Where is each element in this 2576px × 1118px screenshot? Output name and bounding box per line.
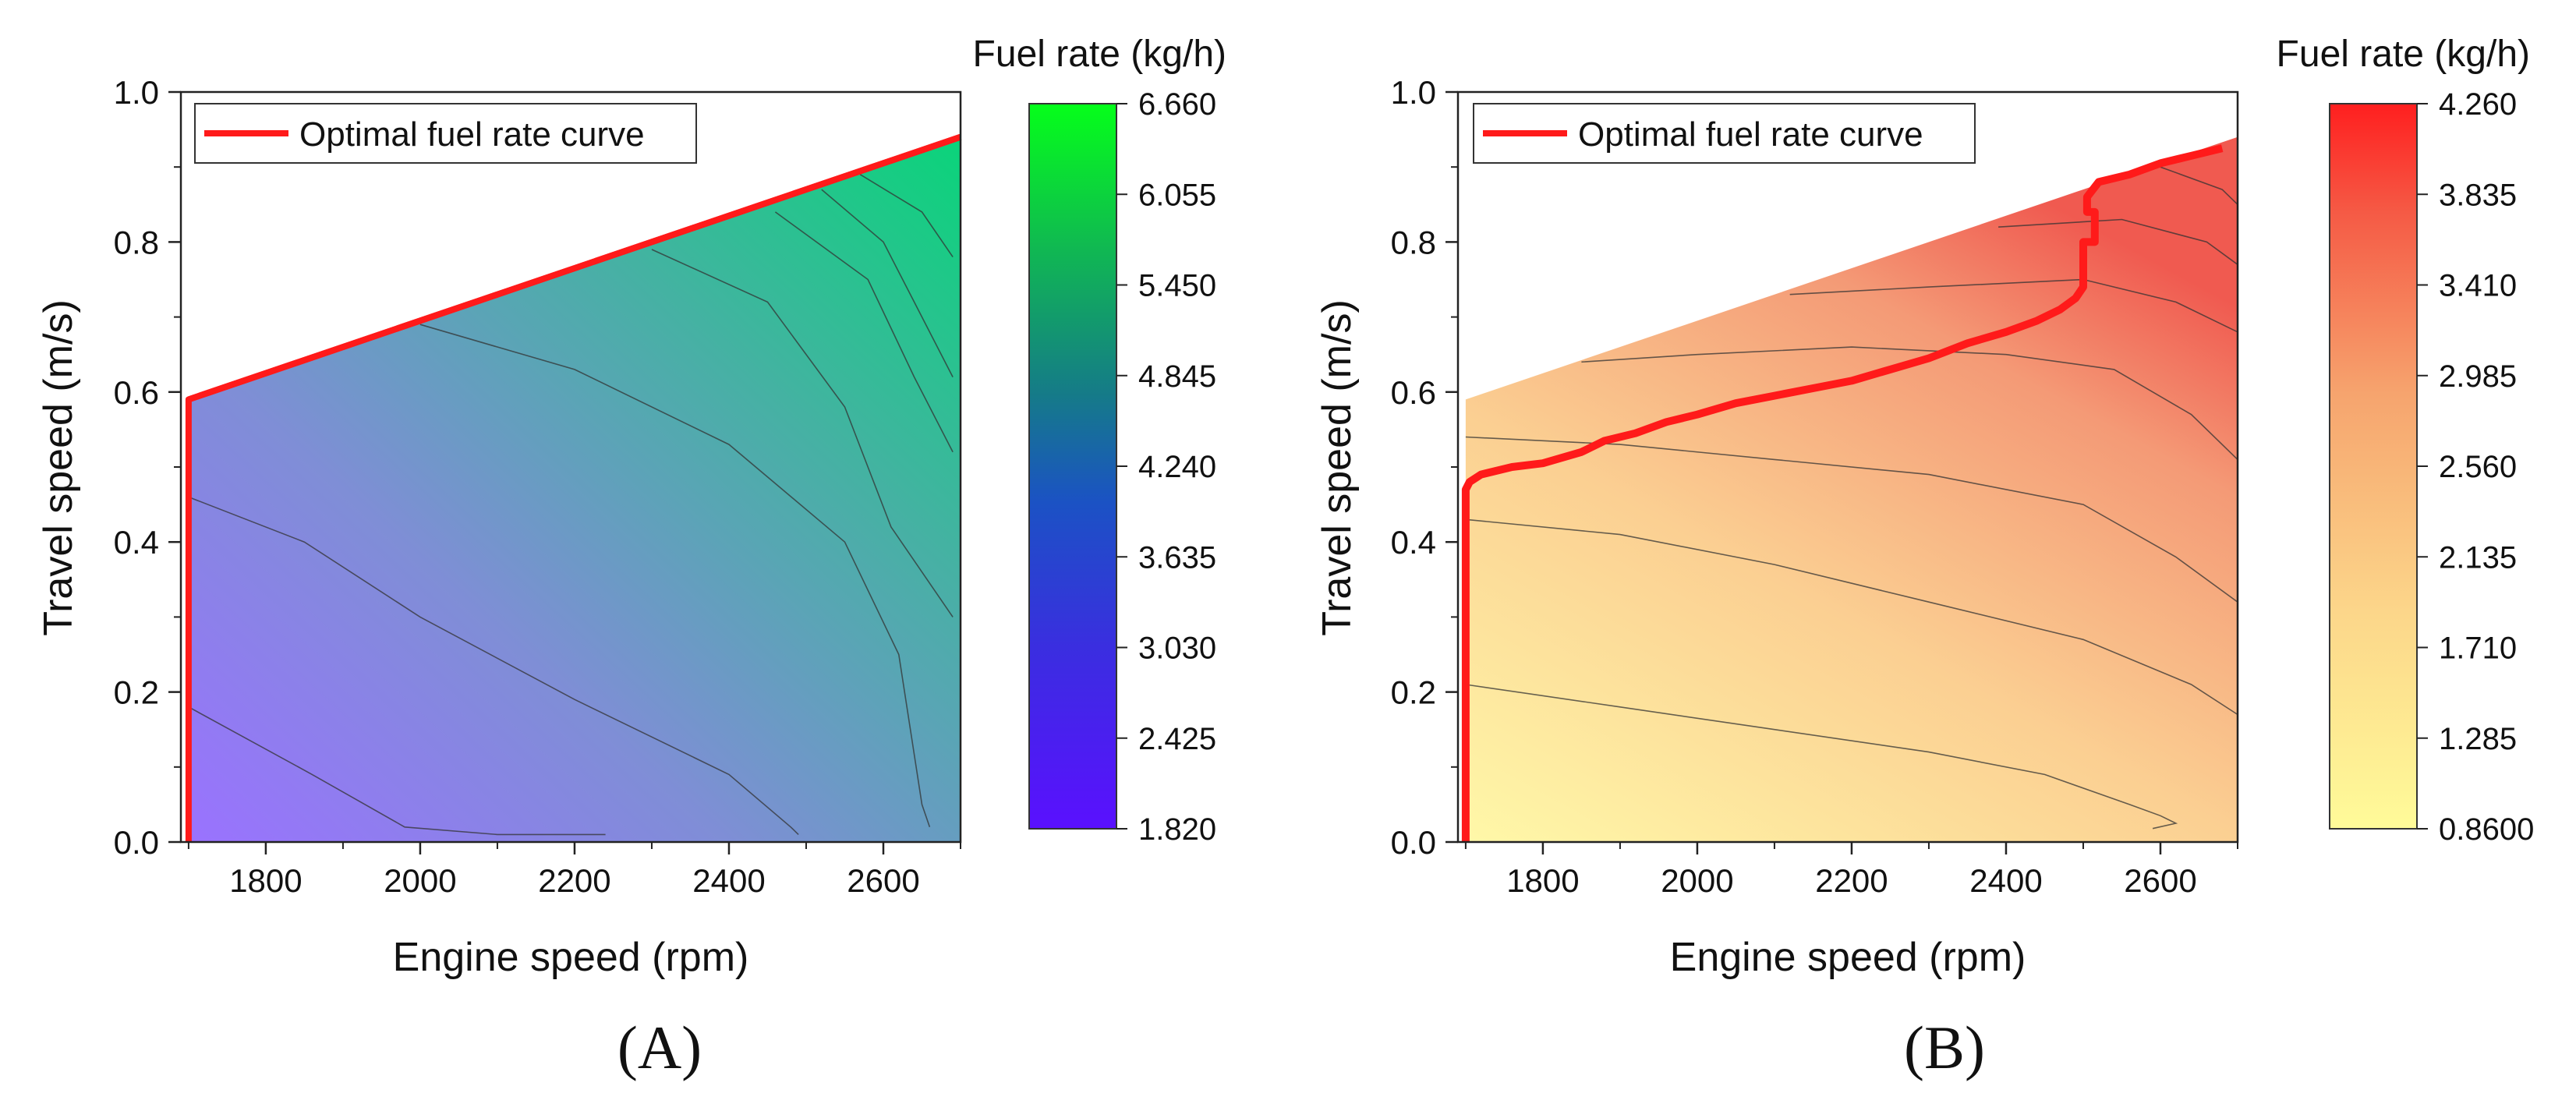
y-tick-label: 0.0 <box>114 824 159 861</box>
x-tick-label: 1800 <box>1506 862 1579 899</box>
colorbar-ramp <box>1028 103 1117 830</box>
panel-a: 1800 2000 2200 2400 2600 0.00.20.40.60.81.0 … <box>36 34 1226 1081</box>
contour-lines <box>188 174 954 836</box>
colorbar-tick-label: 3.410 <box>2439 269 2517 303</box>
legend: Optimal fuel rate curve <box>1473 103 1976 164</box>
y-axis-label: Travel speed (m/s) <box>36 299 81 636</box>
feasible-region <box>1465 136 2238 842</box>
y-tick-label: 0.2 <box>114 674 159 711</box>
contour-line <box>821 189 954 377</box>
x-tick-label: 2000 <box>1661 862 1733 899</box>
optimal-curve-layer <box>1461 144 2224 842</box>
contour-line <box>1581 346 2238 460</box>
contour-line <box>859 174 954 258</box>
colorbar-ticks: 6.660 6.055 5.450 4.845 4.240 3.635 3.030 2.425… <box>1116 87 1216 847</box>
x-tick-label: 2000 <box>384 862 456 899</box>
colorbar-title: Fuel rate (kg/h) <box>2277 34 2530 75</box>
contour-line <box>1998 218 2238 265</box>
colorbar-tick-label: 4.260 <box>2439 87 2517 122</box>
x-tick-label: 2400 <box>692 862 765 899</box>
colorbar-tick-label: 2.985 <box>2439 359 2517 394</box>
colorbar: Fuel rate (kg/h) 6.660 6.055 5.450 4.845 4.2… <box>973 34 1226 847</box>
contour-lines <box>1465 166 2238 830</box>
contour-line <box>651 249 954 617</box>
colorbar-tick-label: 1.820 <box>1138 812 1216 847</box>
x-tick-label: 2200 <box>538 862 610 899</box>
colorbar-tick-label: 3.835 <box>2439 178 2517 212</box>
feasible-region <box>188 136 961 842</box>
y-tick-label: 1.0 <box>114 74 159 111</box>
x-tick-label: 2400 <box>1969 862 2042 899</box>
colorbar-tick-label: 3.030 <box>1138 632 1216 666</box>
panel-caption: (B) <box>1904 1014 1985 1081</box>
colorbar-tick-label: 2.425 <box>1138 722 1216 756</box>
colorbar-tick-label: 0.8600 <box>2439 812 2534 847</box>
contour-surface <box>188 136 961 842</box>
legend-label: Optimal fuel rate curve <box>1578 115 1923 154</box>
legend-label: Optimal fuel rate curve <box>299 115 645 154</box>
contour-line <box>774 211 954 453</box>
x-axis-label: Engine speed (rpm) <box>393 935 749 980</box>
colorbar-tick-label: 2.135 <box>2439 540 2517 575</box>
y-tick-label: 0.0 <box>1391 824 1436 861</box>
x-axis-ticks: 1800 2000 2200 2400 2600 <box>1464 842 2238 899</box>
contour-line <box>2160 166 2238 205</box>
contour-surface <box>1465 136 2238 842</box>
colorbar-ramp <box>2329 103 2418 830</box>
colorbar-tick-label: 3.635 <box>1138 540 1216 575</box>
y-tick-label: 0.2 <box>1391 674 1436 711</box>
contour-line <box>419 324 931 828</box>
y-tick-label: 0.4 <box>114 524 159 561</box>
colorbar-tick-label: 1.285 <box>2439 722 2517 756</box>
x-tick-label: 2600 <box>847 862 919 899</box>
colorbar-ticks: 4.260 3.835 3.410 2.985 2.560 2.135 1.710 1.285… <box>2417 87 2534 847</box>
contour-line <box>1465 436 2238 603</box>
panel-caption: (A) <box>617 1014 702 1081</box>
y-tick-label: 0.8 <box>114 224 159 260</box>
y-tick-label: 0.6 <box>1391 374 1436 411</box>
y-tick-label: 0.6 <box>114 374 159 411</box>
y-tick-label: 0.8 <box>1391 224 1436 260</box>
contour-line <box>188 496 799 835</box>
x-tick-label: 1800 <box>229 862 302 899</box>
y-axis-ticks: 0.0 0.2 0.4 0.6 0.8 1.0 <box>1391 74 1458 861</box>
y-tick-label: 0.4 <box>1391 524 1436 561</box>
contour-line <box>188 706 606 836</box>
x-axis-ticks: 1800 2000 2200 2400 2600 <box>187 842 961 899</box>
panel-b: 1800 2000 2200 2400 2600 0.00.20.40.60.81.0 … <box>1315 34 2534 1081</box>
colorbar-tick-label: 4.240 <box>1138 450 1216 484</box>
x-axis-label: Engine speed (rpm) <box>1670 935 2026 980</box>
optimal-curve-layer <box>185 133 962 842</box>
x-tick-label: 2600 <box>2124 862 2196 899</box>
colorbar-tick-label: 6.055 <box>1138 178 1216 212</box>
x-tick-label: 2200 <box>1815 862 1888 899</box>
y-axis-label: Travel speed (m/s) <box>1315 299 1360 636</box>
colorbar-tick-label: 5.450 <box>1138 269 1216 303</box>
colorbar: Fuel rate (kg/h) 4.260 3.835 3.410 2.985 2.5… <box>2277 34 2535 847</box>
y-tick-label: 1.0 <box>1391 74 1436 111</box>
colorbar-tick-label: 1.710 <box>2439 632 2517 666</box>
optimal-fuel-rate-curve <box>185 133 962 842</box>
colorbar-tick-label: 6.660 <box>1138 87 1216 122</box>
colorbar-title: Fuel rate (kg/h) <box>973 34 1226 75</box>
colorbar-tick-label: 2.560 <box>2439 450 2517 484</box>
optimal-fuel-rate-curve <box>1461 144 2224 842</box>
y-axis-ticks: 0.0 0.2 0.4 0.6 0.8 1.0 <box>114 74 181 861</box>
colorbar-tick-label: 4.845 <box>1138 359 1216 394</box>
contour-line <box>1465 684 2178 830</box>
legend: Optimal fuel rate curve <box>194 103 697 164</box>
contour-line <box>1465 518 2238 716</box>
